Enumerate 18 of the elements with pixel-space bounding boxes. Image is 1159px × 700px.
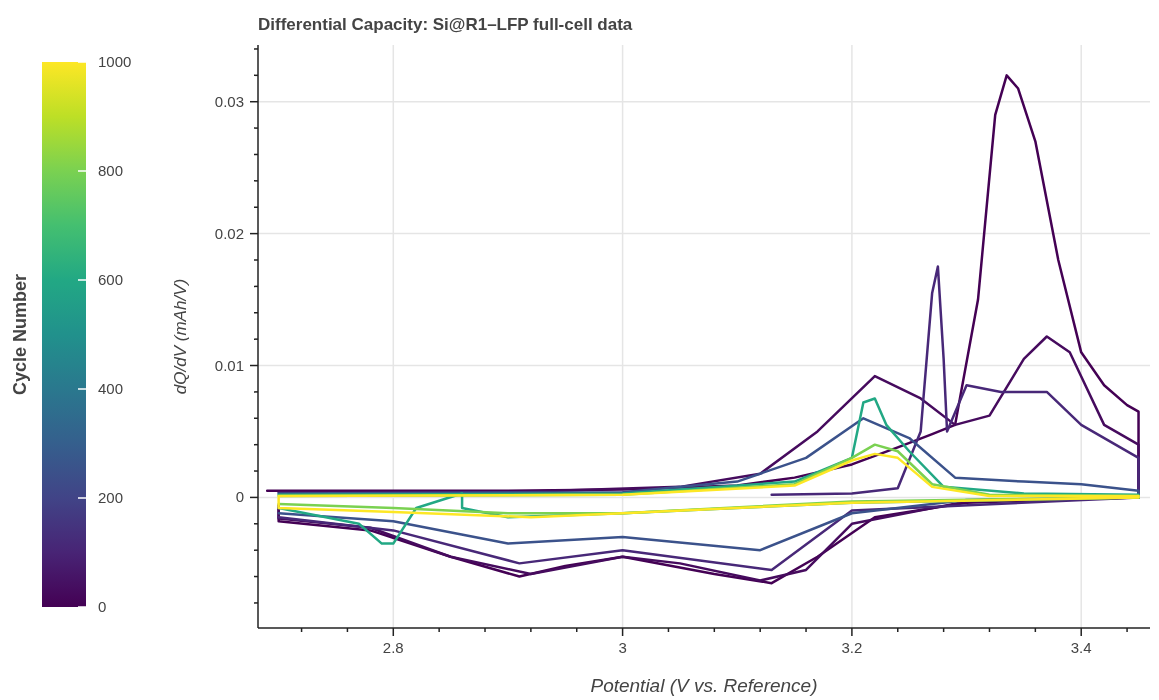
color-bar-title: Cycle Number [10, 273, 30, 396]
x-tick-label: 3.4 [1070, 639, 1092, 656]
y-tick-label: 0.01 [214, 356, 244, 374]
color-bar-label: 600 [98, 271, 124, 288]
color-bar-label: 200 [98, 489, 124, 506]
y-axis-title: dQ/dV (mAh/V) [171, 278, 190, 395]
x-tick-label: 3 [618, 639, 627, 656]
x-axis-title: Potential (V vs. Reference) [590, 675, 818, 696]
y-tick-label: 0.03 [214, 92, 244, 110]
color-bar-label: 1000 [98, 53, 132, 70]
color-bar-label: 0 [98, 598, 107, 615]
x-tick-label: 2.8 [382, 639, 404, 656]
chart-title: Differential Capacity: Si@R1–LFP full-cell data [258, 15, 633, 34]
color-bar-label: 800 [98, 162, 124, 179]
x-tick-label: 3.2 [841, 639, 863, 656]
y-tick-label: 0 [235, 488, 244, 506]
y-tick-label: 0.02 [214, 224, 244, 242]
color-bar-label: 400 [98, 380, 124, 397]
